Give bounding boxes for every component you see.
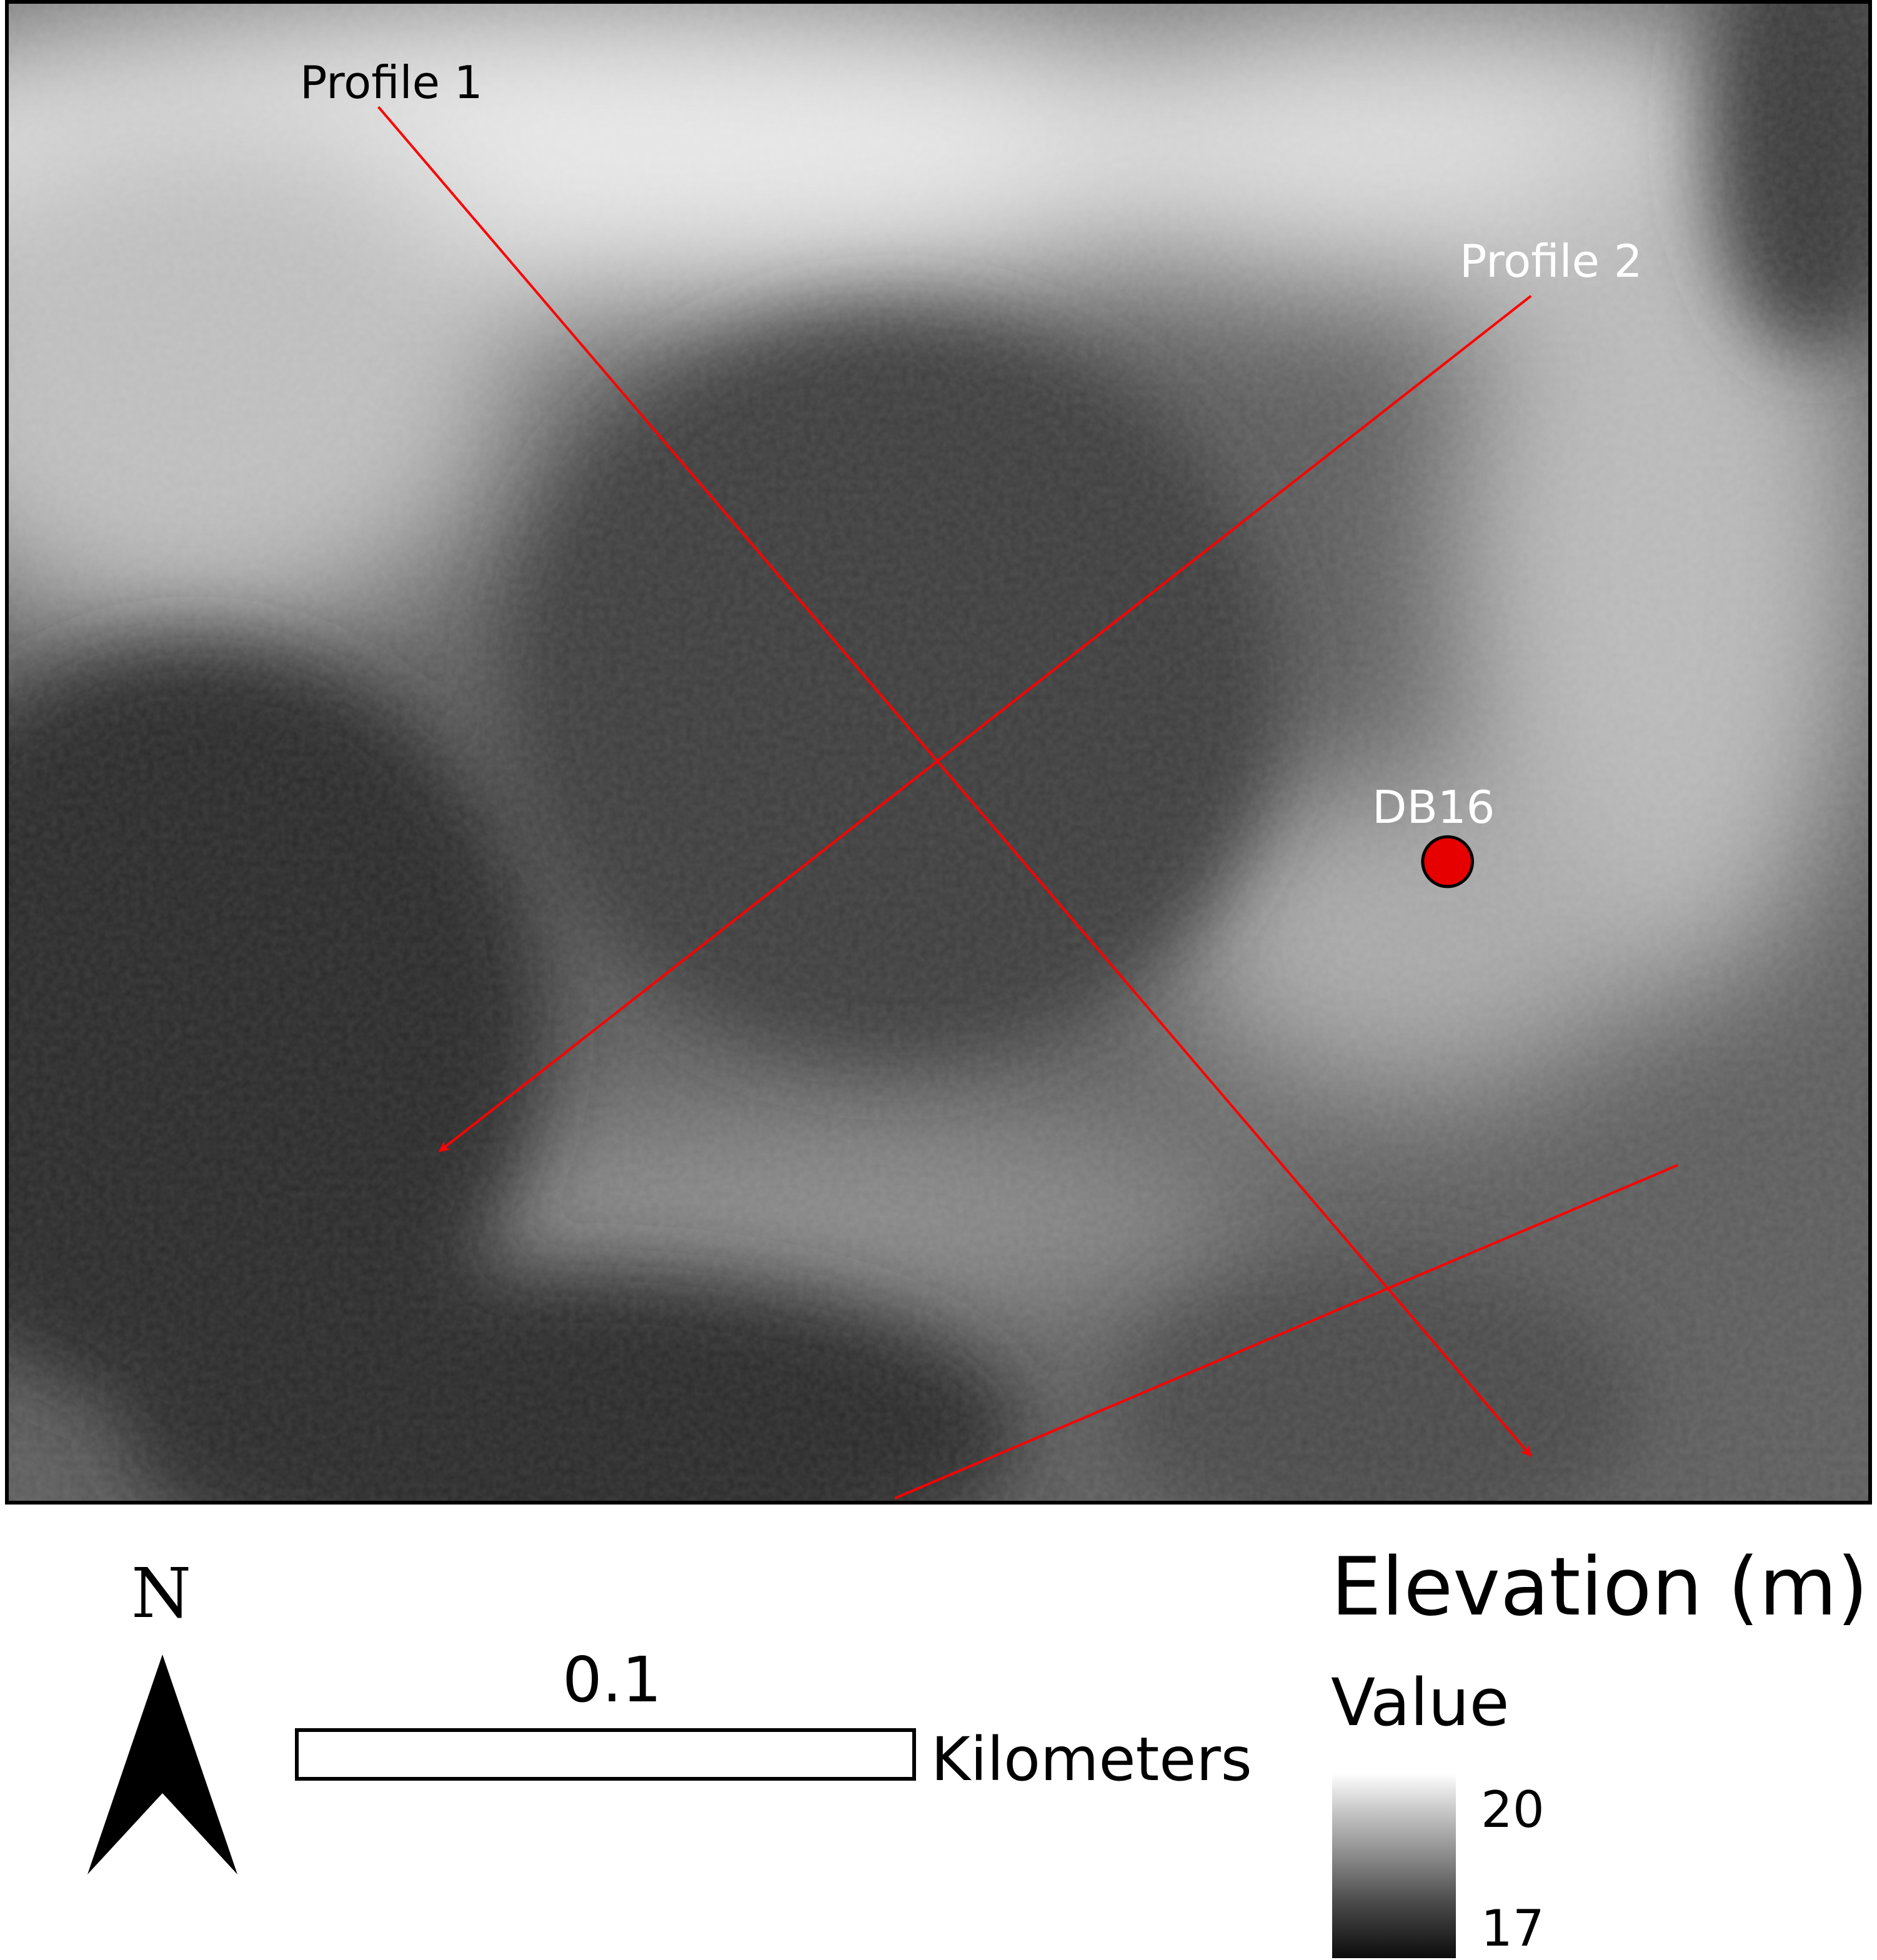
scale-bar-value: 0.1 (562, 1643, 662, 1716)
elevation-map: Profile 1 Profile 2 DB16 (5, 0, 1872, 1505)
profile-2-line (438, 295, 1532, 1153)
north-arrow-icon (87, 1654, 237, 1874)
legend-low-value: 17 (1481, 1899, 1545, 1958)
profile-2-label: Profile 2 (1460, 235, 1643, 287)
legend-subtitle: Value (1331, 1664, 1510, 1741)
elevation-raster (9, 4, 1868, 1501)
legend-color-ramp (1332, 1773, 1456, 1958)
scale-bar-unit: Kilometers (931, 1724, 1252, 1794)
legend-high-value: 20 (1481, 1781, 1545, 1839)
scale-bar (295, 1728, 916, 1781)
profile-1-line (377, 106, 1532, 1457)
raster-texture (9, 4, 1868, 1501)
north-letter: N (131, 1553, 192, 1633)
site-label-db16: DB16 (1372, 781, 1495, 833)
site-point-db16 (1421, 835, 1475, 888)
transect-line (894, 1163, 1679, 1500)
profile-1-label: Profile 1 (300, 56, 483, 109)
legend-title: Elevation (m) (1331, 1541, 1868, 1634)
